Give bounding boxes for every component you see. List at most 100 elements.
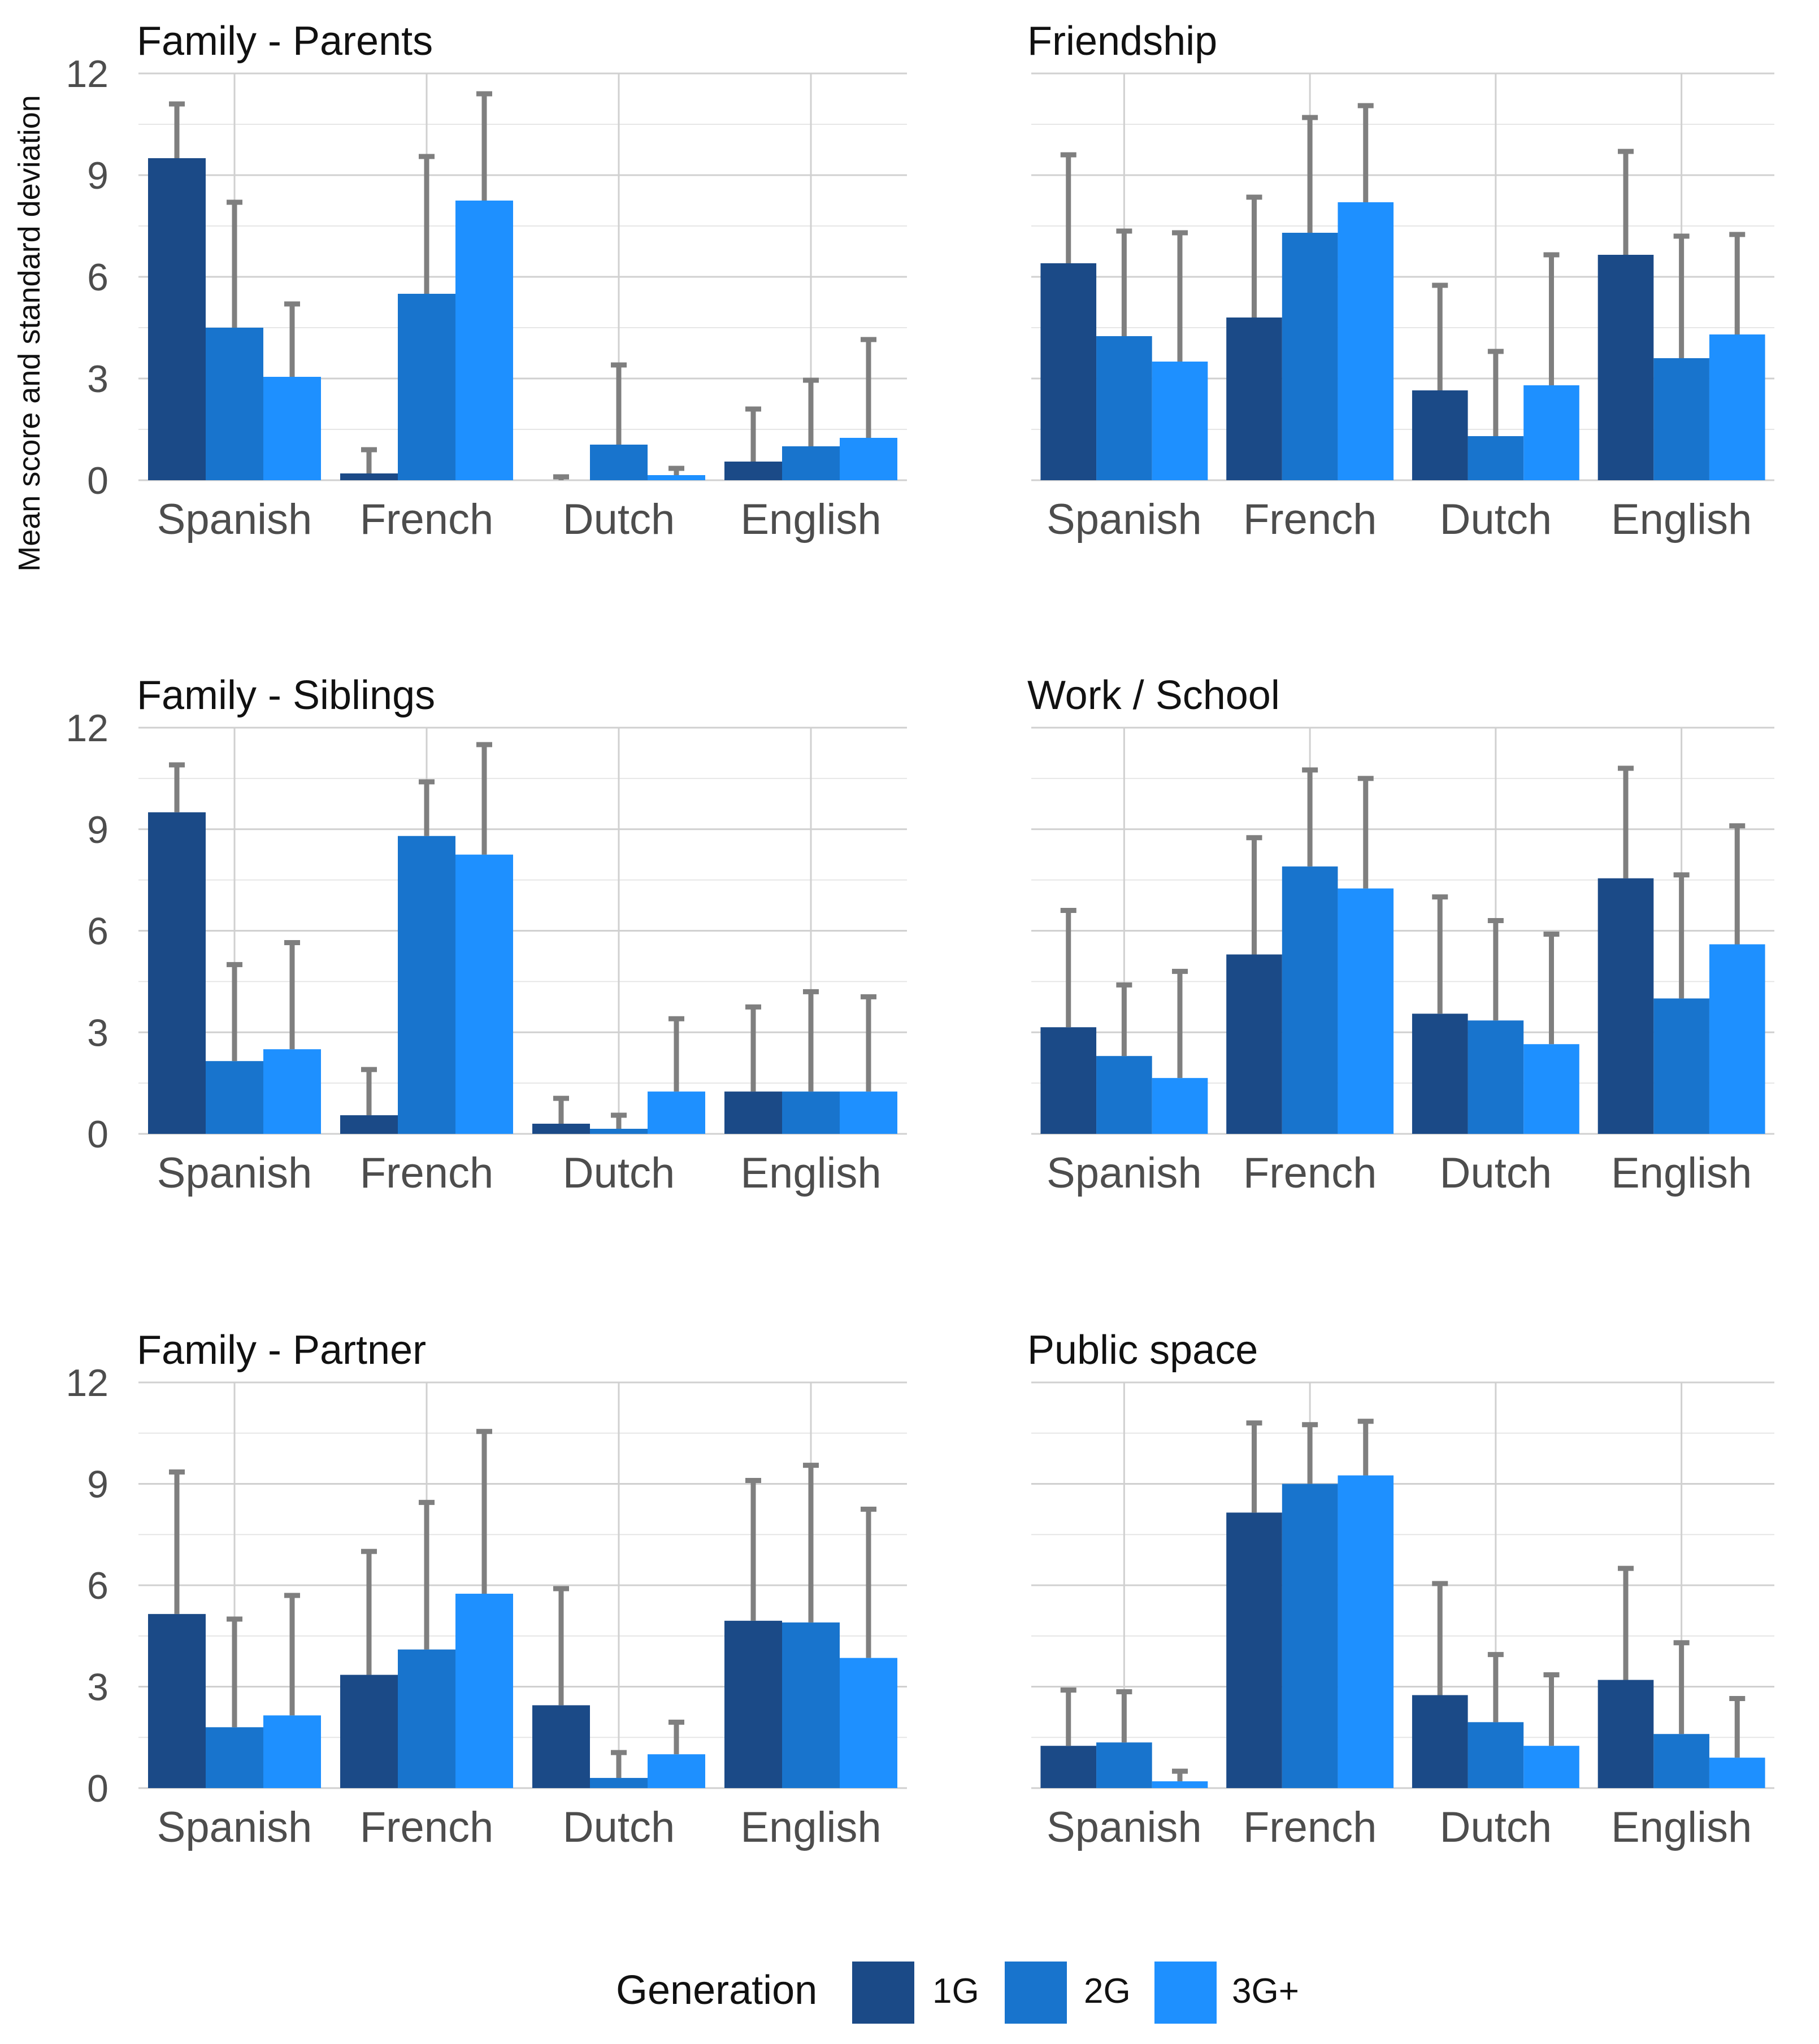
panel-title: Work / School (1027, 673, 1280, 718)
category-label-english: English (1611, 495, 1752, 543)
bar-1g-dutch (1412, 1695, 1468, 1788)
error-bar-2g-french (419, 154, 435, 294)
panel-title: Friendship (1027, 19, 1217, 64)
bar-3g-spanish (263, 1715, 321, 1788)
error-bar-3g-dutch (668, 1016, 684, 1092)
error-bar-3g-spanish (1172, 230, 1188, 362)
bar-3g-french (455, 201, 513, 480)
bar-2g-french (1282, 866, 1338, 1134)
error-bar-2g-spanish (227, 199, 242, 328)
legend-swatch-2g (1005, 1962, 1067, 2024)
bar-2g-spanish (1096, 336, 1152, 480)
error-bar-3g-french (476, 1429, 492, 1594)
error-bar-2g-french (1302, 767, 1318, 867)
error-bar-2g-french (419, 1499, 435, 1650)
bar-3g-english (1709, 944, 1765, 1134)
bar-2g-spanish (1096, 1056, 1152, 1134)
error-bar-3g-english (1729, 232, 1746, 334)
bar-1g-french (340, 1675, 398, 1788)
bar-1g-french (1226, 318, 1282, 480)
error-bar-1g-english (745, 1478, 761, 1621)
bar-1g-spanish (1040, 263, 1097, 480)
bar-2g-dutch (590, 1778, 648, 1788)
bar-3g-english (1709, 334, 1765, 480)
bar-3g-dutch (1523, 1746, 1579, 1788)
bar-2g-french (1282, 1484, 1338, 1788)
bar-3g-english (1709, 1758, 1765, 1788)
bar-2g-english (782, 1622, 840, 1788)
category-label-french: French (360, 1803, 494, 1851)
error-bar-3g-french (1357, 1419, 1374, 1476)
bar-3g-dutch (648, 1091, 705, 1134)
category-label-french: French (1243, 1149, 1377, 1197)
category-label-english: English (740, 495, 881, 543)
bar-3g-french (1338, 202, 1394, 480)
error-bar-1g-dutch (1432, 1581, 1448, 1695)
bar-2g-dutch (590, 1129, 648, 1134)
bar-1g-english (724, 1620, 782, 1788)
error-bar-1g-english (1618, 149, 1634, 255)
error-bar-2g-spanish (1116, 982, 1132, 1056)
error-bar-1g-french (1246, 835, 1262, 955)
panel-title: Family - Siblings (137, 673, 435, 718)
y-tick-label: 0 (87, 1113, 108, 1156)
panel-title: Family - Parents (137, 19, 433, 64)
bar-3g-english (840, 1091, 897, 1134)
error-bar-2g-english (1673, 872, 1690, 999)
legend-title: Generation (616, 1968, 817, 2013)
category-label-spanish: Spanish (1047, 1149, 1202, 1197)
bar-1g-spanish (148, 1614, 206, 1788)
chart-panels: Family - Parents 0 3 6 9 12 Spanish French Dutch… (66, 19, 1774, 1851)
legend-label-1g: 1G (932, 1972, 979, 2011)
bar-1g-english (724, 462, 782, 480)
bar-3g-dutch (1523, 385, 1579, 480)
error-bar-3g-french (476, 91, 492, 201)
bar-2g-french (398, 836, 455, 1134)
panel-title: Family - Partner (137, 1328, 426, 1373)
bar-3g-spanish (1152, 1078, 1208, 1134)
y-tick-label: 9 (87, 1463, 108, 1506)
bar-3g-dutch (648, 475, 705, 480)
error-bar-1g-spanish (1060, 1687, 1076, 1746)
category-label-spanish: Spanish (1047, 1803, 1202, 1851)
y-tick-label: 3 (87, 1011, 108, 1054)
y-tick-label: 12 (66, 1362, 108, 1404)
error-bar-2g-dutch (1487, 918, 1504, 1021)
error-bar-1g-french (361, 447, 377, 473)
bar-2g-dutch (590, 445, 648, 480)
category-label-english: English (740, 1803, 881, 1851)
error-bar-2g-french (1302, 115, 1318, 233)
bar-1g-french (1226, 954, 1282, 1134)
category-label-dutch: Dutch (563, 1803, 675, 1851)
error-bar-1g-spanish (169, 1469, 185, 1614)
legend: Generation 1G 2G 3G+ (616, 1962, 1299, 2024)
bar-1g-dutch (532, 1124, 590, 1134)
error-bar-1g-dutch (553, 1586, 569, 1706)
bar-2g-dutch (1468, 1722, 1524, 1788)
bar-2g-english (1653, 1734, 1709, 1788)
error-bar-2g-french (1302, 1422, 1318, 1484)
bar-1g-french (340, 1115, 398, 1134)
error-bar-1g-french (361, 1549, 377, 1675)
category-label-spanish: Spanish (157, 1149, 312, 1197)
error-bar-2g-dutch (611, 1750, 627, 1778)
bar-3g-spanish (263, 1049, 321, 1134)
y-tick-label: 12 (66, 53, 108, 95)
error-bar-2g-french (419, 779, 435, 836)
bar-2g-dutch (1468, 436, 1524, 480)
legend-swatch-1g (852, 1962, 914, 2024)
error-bar-1g-english (745, 406, 761, 462)
category-label-french: French (1243, 495, 1377, 543)
bar-1g-english (724, 1091, 782, 1134)
panel-friendship: Friendship Spanish French Dutch English (1027, 19, 1774, 543)
error-bar-1g-spanish (169, 101, 185, 158)
category-label-french: French (360, 1149, 494, 1197)
category-label-spanish: Spanish (157, 1803, 312, 1851)
error-bar-3g-dutch (668, 1719, 684, 1755)
error-bar-2g-spanish (1116, 228, 1132, 336)
panel-family-partner: Family - Partner 0 3 6 9 12 Spanish French Dutch… (66, 1328, 907, 1851)
bar-2g-dutch (1468, 1020, 1524, 1134)
bar-1g-english (1597, 255, 1654, 480)
error-bar-2g-english (803, 989, 819, 1092)
bar-1g-spanish (1040, 1746, 1097, 1788)
